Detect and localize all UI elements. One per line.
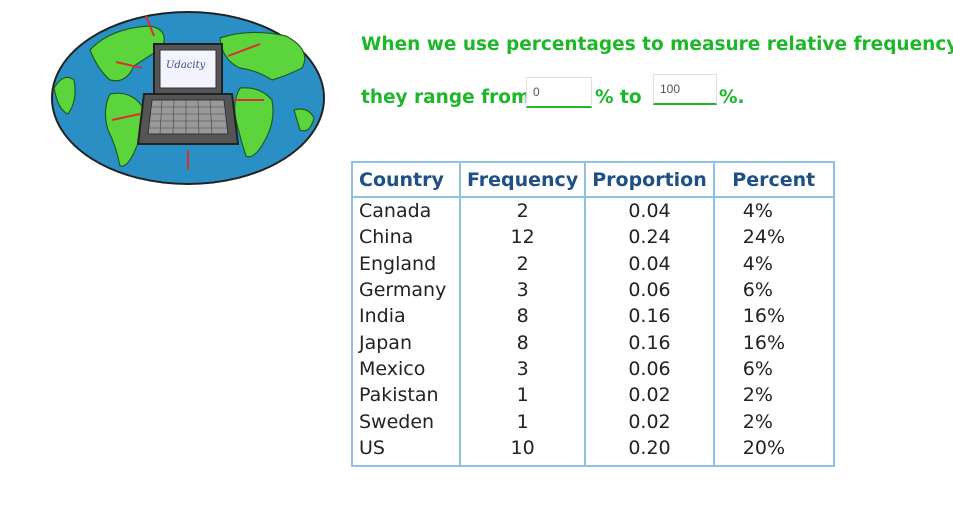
upper-bound-input[interactable] xyxy=(653,74,717,105)
cell-proportion: 0.04 xyxy=(585,250,715,277)
cell-percent: 2% xyxy=(742,384,773,407)
table-row: Germany 3 0.06 6% xyxy=(352,276,834,304)
question-line-1: When we use percentages to measure relat… xyxy=(361,34,953,55)
header-percent: Percent xyxy=(713,162,834,198)
cell-country: Japan xyxy=(352,329,461,356)
cell-proportion: 0.06 xyxy=(585,355,715,383)
cell-frequency: 2 xyxy=(460,197,587,225)
cell-country: US xyxy=(352,434,461,466)
cell-country: Pakistan xyxy=(352,382,461,409)
cell-percent: 16% xyxy=(742,331,786,354)
cell-frequency: 3 xyxy=(460,355,587,383)
cell-frequency: 3 xyxy=(460,276,587,304)
cell-percent: 16% xyxy=(742,305,786,328)
cell-percent: 6% xyxy=(742,279,773,302)
table-row: China 12 0.24 24% xyxy=(352,224,834,251)
table-header-row: Country Frequency Proportion Percent xyxy=(352,162,834,198)
table-row: US 10 0.20 20% xyxy=(352,434,834,466)
cell-proportion: 0.02 xyxy=(585,408,715,435)
cell-country: England xyxy=(352,250,461,277)
header-proportion: Proportion xyxy=(585,162,715,198)
cell-country: China xyxy=(352,224,461,251)
cell-frequency: 10 xyxy=(460,434,587,466)
frequency-table: Country Frequency Proportion Percent Can… xyxy=(351,161,835,467)
cell-frequency: 2 xyxy=(460,250,587,277)
cell-country: Germany xyxy=(352,276,461,304)
cell-frequency: 1 xyxy=(460,382,587,409)
cell-country: Canada xyxy=(352,197,461,225)
cell-frequency: 1 xyxy=(460,408,587,435)
globe-laptop-illustration: Udacity xyxy=(51,11,325,185)
cell-frequency: 8 xyxy=(460,329,587,356)
cell-percent: 24% xyxy=(742,226,786,249)
table-row: Sweden 1 0.02 2% xyxy=(352,408,834,435)
cell-percent: 2% xyxy=(742,410,773,433)
header-country: Country xyxy=(352,162,461,198)
lower-bound-input[interactable] xyxy=(526,77,592,108)
header-frequency: Frequency xyxy=(460,162,587,198)
table-row: Mexico 3 0.06 6% xyxy=(352,355,834,383)
cell-percent: 6% xyxy=(742,357,773,380)
cell-country: Mexico xyxy=(352,355,461,383)
cell-proportion: 0.02 xyxy=(585,382,715,409)
cell-percent: 4% xyxy=(742,200,773,223)
table-row: Japan 8 0.16 16% xyxy=(352,329,834,356)
cell-proportion: 0.16 xyxy=(585,303,715,330)
cell-proportion: 0.04 xyxy=(585,197,715,225)
question-end-text: %. xyxy=(719,87,745,108)
cell-country: Sweden xyxy=(352,408,461,435)
table-row: England 2 0.04 4% xyxy=(352,250,834,277)
cell-proportion: 0.06 xyxy=(585,276,715,304)
cell-frequency: 8 xyxy=(460,303,587,330)
table-row: India 8 0.16 16% xyxy=(352,303,834,330)
logo-text: Udacity xyxy=(166,60,206,71)
table-row: Pakistan 1 0.02 2% xyxy=(352,382,834,409)
table-row: Canada 2 0.04 4% xyxy=(352,197,834,225)
question-line-2-start: they range from xyxy=(361,87,531,108)
cell-proportion: 0.24 xyxy=(585,224,715,251)
cell-proportion: 0.20 xyxy=(585,434,715,466)
cell-percent: 20% xyxy=(742,436,786,459)
cell-proportion: 0.16 xyxy=(585,329,715,356)
question-between-text: % to xyxy=(595,87,642,108)
cell-country: India xyxy=(352,303,461,330)
cell-frequency: 12 xyxy=(460,224,587,251)
cell-percent: 4% xyxy=(742,252,773,275)
